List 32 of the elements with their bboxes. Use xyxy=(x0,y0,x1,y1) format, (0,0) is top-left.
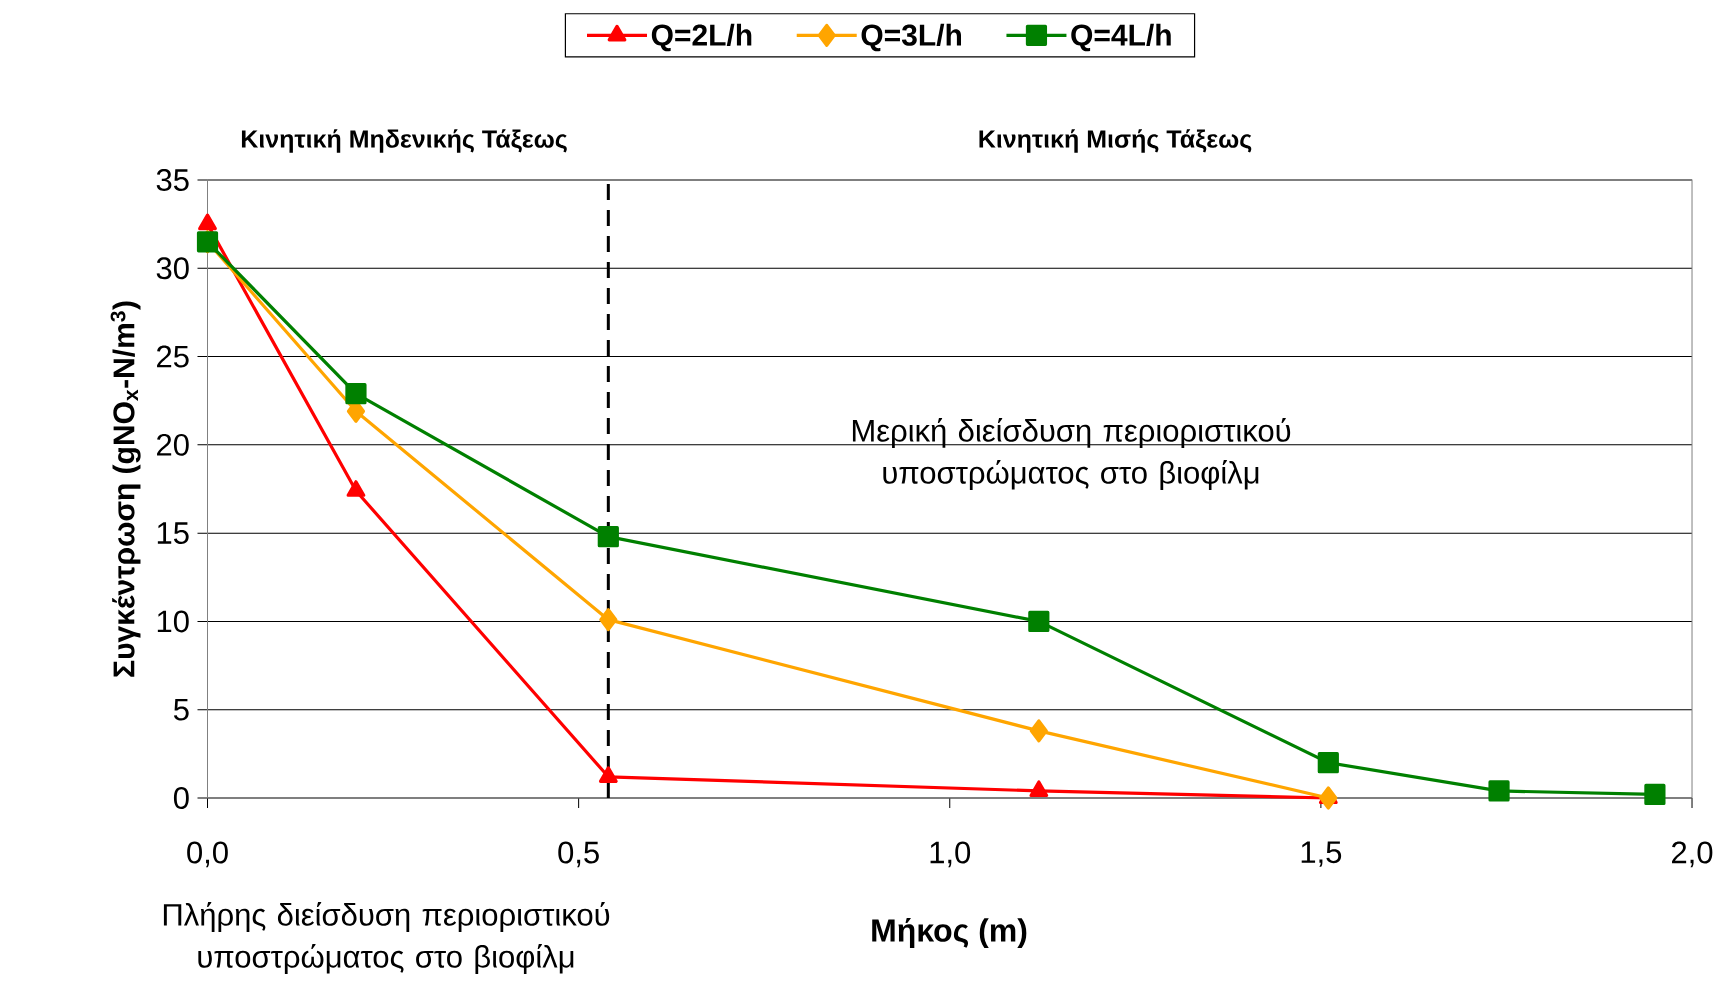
point xyxy=(599,608,618,632)
x-tick-label: 1,5 xyxy=(1301,841,1342,867)
y-tick-label: 5 xyxy=(173,698,189,721)
x-axis-title: Μήκος (m) xyxy=(872,917,1027,949)
text: Πλήρης διείσδυση περιοριστικού υποστρώματος στο βιοφίλμ xyxy=(163,902,610,974)
point xyxy=(1028,610,1050,633)
x-tick-label: 1,0 xyxy=(930,841,971,868)
x-tick-label: 0,5 xyxy=(558,841,599,868)
text: Κινητική Μισής Τάξεως xyxy=(979,129,1252,153)
point xyxy=(1317,752,1339,774)
y-tick-label: 0 xyxy=(173,787,189,809)
point xyxy=(1029,780,1049,798)
legend-label: Q=3L/h xyxy=(861,23,961,52)
point xyxy=(345,383,367,405)
y-tick-label: 30 xyxy=(156,257,189,280)
point xyxy=(1644,783,1666,806)
point xyxy=(1319,786,1338,810)
y-tick-label: 20 xyxy=(157,433,189,456)
x-tick-label: 0,0 xyxy=(187,841,228,868)
point xyxy=(597,526,619,548)
y-tick-label: 15 xyxy=(157,522,189,544)
x-tick-label: 2,0 xyxy=(1672,841,1713,868)
y-tick-label: 35 xyxy=(156,169,189,191)
legend-label: Q=4L/h xyxy=(1071,23,1171,52)
annotation: Μερική διείσδυση περιοριστικού υποστρώματος στο βιοφίλμ xyxy=(852,418,1291,490)
point xyxy=(1029,719,1048,743)
text: Κινητική Μηδενικής Τάξεως xyxy=(241,129,567,153)
legend-label: Q=2L/h xyxy=(651,23,752,52)
y-axis-title: Συγκέντρωση (gNO$_{x}$-N/m$^{3}$) xyxy=(110,301,141,677)
point xyxy=(1488,780,1510,802)
y-tick-label: 10 xyxy=(157,610,189,633)
y-tick-label: 25 xyxy=(157,345,189,368)
